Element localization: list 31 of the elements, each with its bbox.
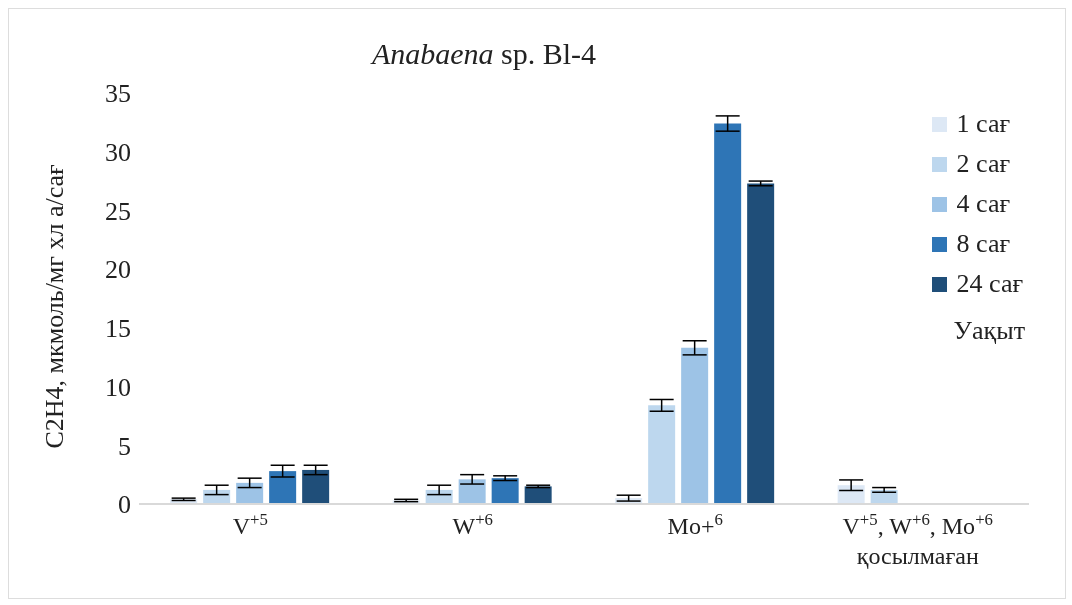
x-tick-label: Mo+$^{6}$ xyxy=(667,509,723,539)
legend-title: Уақыт xyxy=(953,316,1025,346)
x-tick-label: V$^{+5}$, W$^{+6}$, Mo$^{+6}$ қосылмаған xyxy=(842,509,993,569)
bar xyxy=(648,405,676,504)
y-tick-label: 30 xyxy=(105,137,131,167)
bar xyxy=(269,471,297,504)
y-tick-label: 35 xyxy=(105,79,131,109)
legend-label: 24 сағ xyxy=(956,269,1024,299)
bar xyxy=(747,183,775,504)
y-tick-label: 5 xyxy=(118,431,131,461)
bar xyxy=(458,479,486,504)
bar xyxy=(236,482,264,504)
chart-title: Anabaena sp. Bl-4 xyxy=(369,37,598,71)
legend-label: 4 сағ xyxy=(956,189,1011,219)
bar xyxy=(837,485,865,504)
legend-label: 1 сағ xyxy=(956,109,1011,139)
bar xyxy=(714,123,742,504)
y-tick-label: 15 xyxy=(105,314,131,344)
y-tick-label: 25 xyxy=(105,196,131,226)
legend-label: 8 сағ xyxy=(956,229,1011,259)
y-tick-label: 20 xyxy=(105,255,131,285)
y-tick-label: 10 xyxy=(105,372,131,402)
bar xyxy=(491,478,519,504)
bar xyxy=(302,469,330,504)
legend-label: 2 сағ xyxy=(956,149,1011,179)
y-tick-label: 0 xyxy=(118,490,131,520)
x-tick-label: V$^{+5}$ xyxy=(232,509,268,539)
x-tick-label: W$^{+6}$ xyxy=(452,509,494,539)
y-axis-title: C2H4, мкмоль/мг хл а/сағ xyxy=(40,164,70,449)
bar xyxy=(524,486,552,504)
bar xyxy=(681,347,709,504)
